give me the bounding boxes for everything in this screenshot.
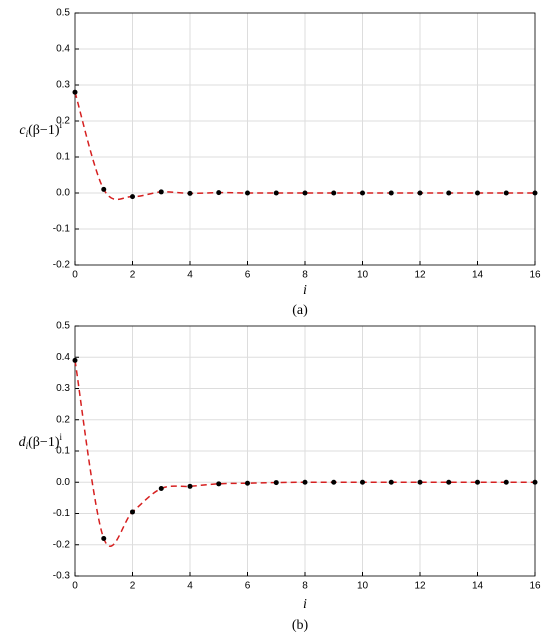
x-axis-label: i [303,283,307,298]
data-point [360,190,365,196]
data-point [101,536,107,541]
x-tick-label: 4 [187,270,193,281]
y-tick-label: 0.5 [56,8,70,19]
data-point [532,479,538,485]
data-point [130,194,135,200]
data-point [158,486,164,491]
y-label-superscript: i [59,120,62,130]
y-tick-label: 0.4 [56,44,70,55]
caption: (a) [292,303,308,318]
data-point [302,479,308,485]
x-tick-label: 16 [529,581,541,592]
y-tick-label: 0.1 [56,152,70,163]
data-point [475,479,480,485]
plot-frame [74,12,536,266]
data-point [503,479,509,485]
data-point [331,190,337,196]
y-tick-label: -0.1 [53,224,71,235]
data-point [331,479,337,485]
y-tick-label: -0.3 [53,571,71,582]
data-point [245,190,250,196]
data-point [446,190,452,196]
y-tick-label: 0.3 [56,383,70,394]
x-tick-label: 2 [130,270,136,281]
x-tick-label: 16 [529,270,541,281]
x-tick-label: 6 [245,581,251,592]
data-point [532,190,538,196]
x-tick-label: 14 [472,581,484,592]
data-point [273,480,279,486]
y-tick-label: 0.2 [56,116,70,127]
data-point [417,190,423,196]
y-axis-label: ci(β−1)i [19,120,62,139]
x-tick-label: 6 [245,270,251,281]
y-tick-label: 0.1 [56,446,70,457]
y-tick-label: -0.2 [53,260,71,271]
y-tick-label: 0.3 [56,80,70,91]
x-tick-label: 12 [414,581,426,592]
y-tick-label: 0.5 [56,321,70,332]
data-point [216,190,222,196]
y-label-base: (β−1) [28,123,60,138]
data-point [273,190,279,196]
data-point [360,479,365,485]
y-label-symbol: d [19,435,27,450]
y-label-symbol: c [19,123,26,138]
x-tick-label: 10 [357,581,369,592]
x-tick-label: 10 [357,270,369,281]
y-axis-label: di(β−1)i [19,432,63,451]
data-point [187,190,193,196]
y-label-subscript: i [26,441,29,451]
data-point [101,186,107,192]
data-point [388,190,394,196]
y-label-subscript: i [26,129,29,139]
data-point [302,190,308,196]
y-tick-label: -0.1 [53,508,71,519]
data-point [503,190,509,196]
x-tick-label: 2 [130,581,136,592]
caption: (b) [292,618,309,633]
y-tick-label: 0.2 [56,414,70,425]
data-point [187,483,193,489]
x-tick-label: 8 [302,270,308,281]
plot-frame [74,325,536,577]
y-tick-label: 0.0 [56,477,70,488]
x-tick-label: 0 [72,581,78,592]
data-point [72,89,78,95]
data-point [245,480,250,486]
y-tick-label: 0.4 [56,352,70,363]
y-label-superscript: i [59,432,62,442]
x-axis-label: i [303,597,307,612]
data-point [475,190,480,196]
data-point [130,509,135,515]
data-point [446,479,452,485]
data-point [72,357,78,363]
x-tick-label: 0 [72,270,78,281]
y-tick-label: 0.0 [56,188,70,199]
y-label-base: (β−1) [28,435,60,450]
data-point [388,479,394,485]
x-tick-label: 8 [302,581,308,592]
data-point [158,189,164,195]
x-tick-label: 14 [472,270,484,281]
x-tick-label: 4 [187,581,193,592]
y-tick-label: -0.2 [53,539,71,550]
x-tick-label: 12 [414,270,426,281]
data-point [216,481,222,487]
data-point [417,479,423,485]
